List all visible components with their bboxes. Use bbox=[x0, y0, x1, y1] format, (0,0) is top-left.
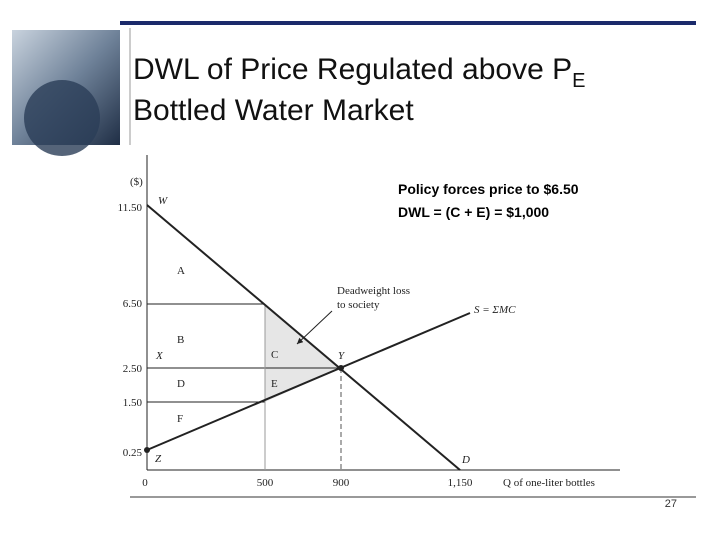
point-label: D bbox=[461, 454, 470, 466]
dwl-area bbox=[265, 304, 341, 402]
x-label: 0 bbox=[142, 477, 148, 489]
region-label: A bbox=[177, 265, 185, 277]
y-label: 6.50 bbox=[123, 298, 143, 310]
point bbox=[144, 447, 150, 453]
y-axis-unit: ($) bbox=[130, 176, 143, 188]
point-label: W bbox=[158, 195, 168, 207]
arrow bbox=[296, 310, 333, 345]
supply-curve bbox=[146, 312, 471, 451]
page-number: 27 bbox=[665, 498, 677, 510]
policy-note: DWL = (C + E) = $1,000 bbox=[398, 204, 549, 220]
x-label: 500 bbox=[257, 477, 274, 489]
point-label: X bbox=[155, 350, 164, 362]
title-subscript: E bbox=[572, 70, 585, 92]
x-axis-title: Q of one-liter bottles bbox=[503, 477, 595, 489]
policy-note: Policy forces price to $6.50 bbox=[398, 181, 579, 197]
region-label: B bbox=[177, 334, 184, 346]
point-label: Z bbox=[155, 453, 162, 465]
title-line: DWL of Price Regulated above P bbox=[133, 53, 572, 86]
title: DWL of Price Regulated above PE bbox=[133, 53, 585, 92]
region-label: C bbox=[271, 349, 278, 361]
x-label: 1,150 bbox=[448, 477, 473, 489]
annotation: Deadweight loss bbox=[337, 285, 410, 297]
point-label: Y bbox=[338, 350, 346, 362]
globe bbox=[24, 80, 100, 156]
y-label: 11.50 bbox=[118, 202, 143, 214]
annotation: to society bbox=[337, 299, 380, 311]
y-label: 0.25 bbox=[123, 447, 143, 459]
y-label: 1.50 bbox=[123, 397, 143, 409]
title-line: Bottled Water Market bbox=[133, 94, 414, 127]
x-label: 900 bbox=[333, 477, 350, 489]
supply-label: S = ΣMC bbox=[474, 304, 516, 316]
point bbox=[338, 365, 344, 371]
y-label: 2.50 bbox=[123, 363, 143, 375]
region-label: E bbox=[271, 378, 278, 390]
region-label: F bbox=[177, 413, 183, 425]
region-label: D bbox=[177, 378, 185, 390]
